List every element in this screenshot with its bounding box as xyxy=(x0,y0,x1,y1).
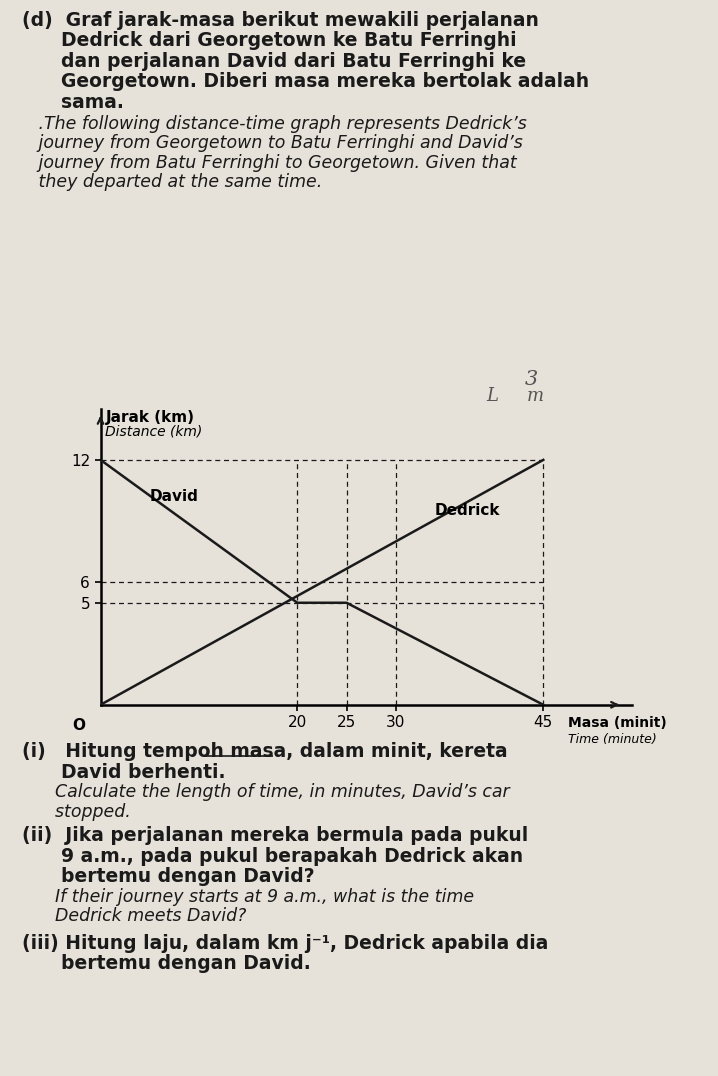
Text: David: David xyxy=(150,490,199,505)
Text: Dedrick meets David?: Dedrick meets David? xyxy=(22,907,246,925)
Text: L: L xyxy=(486,387,498,405)
Text: they departed at the same time.: they departed at the same time. xyxy=(22,173,322,192)
Text: bertemu dengan David?: bertemu dengan David? xyxy=(22,867,314,887)
Text: Time (minute): Time (minute) xyxy=(568,733,657,746)
Text: dan perjalanan David dari Batu Ferringhi ke: dan perjalanan David dari Batu Ferringhi… xyxy=(22,52,526,71)
Text: Dedrick dari Georgetown ke Batu Ferringhi: Dedrick dari Georgetown ke Batu Ferringh… xyxy=(22,31,516,51)
Text: 3: 3 xyxy=(525,370,538,390)
Text: .The following distance-time graph represents Dedrick’s: .The following distance-time graph repre… xyxy=(22,115,526,133)
Text: David berhenti.: David berhenti. xyxy=(22,763,225,782)
Text: O: O xyxy=(73,718,85,733)
Text: bertemu dengan David.: bertemu dengan David. xyxy=(22,954,310,974)
Text: Distance (km): Distance (km) xyxy=(106,424,202,438)
Text: journey from Georgetown to Batu Ferringhi and David’s: journey from Georgetown to Batu Ferringh… xyxy=(22,134,522,153)
Text: journey from Batu Ferringhi to Georgetown. Given that: journey from Batu Ferringhi to Georgetow… xyxy=(22,154,516,172)
Text: Georgetown. Diberi masa mereka bertolak adalah: Georgetown. Diberi masa mereka bertolak … xyxy=(22,72,589,91)
Text: Dedrick: Dedrick xyxy=(435,504,500,519)
Text: Masa (minit): Masa (minit) xyxy=(568,717,666,731)
Text: m: m xyxy=(526,387,544,405)
Text: sama.: sama. xyxy=(22,93,123,112)
Text: 9 a.m., pada pukul berapakah Dedrick akan: 9 a.m., pada pukul berapakah Dedrick aka… xyxy=(22,847,523,866)
Text: stopped.: stopped. xyxy=(22,803,130,821)
Text: (iii) Hitung laju, dalam km j⁻¹, Dedrick apabila dia: (iii) Hitung laju, dalam km j⁻¹, Dedrick… xyxy=(22,934,548,953)
Text: (d)  Graf jarak-masa berikut mewakili perjalanan: (d) Graf jarak-masa berikut mewakili per… xyxy=(22,11,538,30)
Text: Calculate the length of time, in minutes, David’s car: Calculate the length of time, in minutes… xyxy=(22,783,509,802)
Text: (i)   Hitung tempoh masa, dalam minit, kereta: (i) Hitung tempoh masa, dalam minit, ker… xyxy=(22,742,507,762)
Text: (ii)  Jika perjalanan mereka bermula pada pukul: (ii) Jika perjalanan mereka bermula pada… xyxy=(22,826,528,846)
Text: If their journey starts at 9 a.m., what is the time: If their journey starts at 9 a.m., what … xyxy=(22,888,474,906)
Text: Jarak (km): Jarak (km) xyxy=(106,410,195,425)
